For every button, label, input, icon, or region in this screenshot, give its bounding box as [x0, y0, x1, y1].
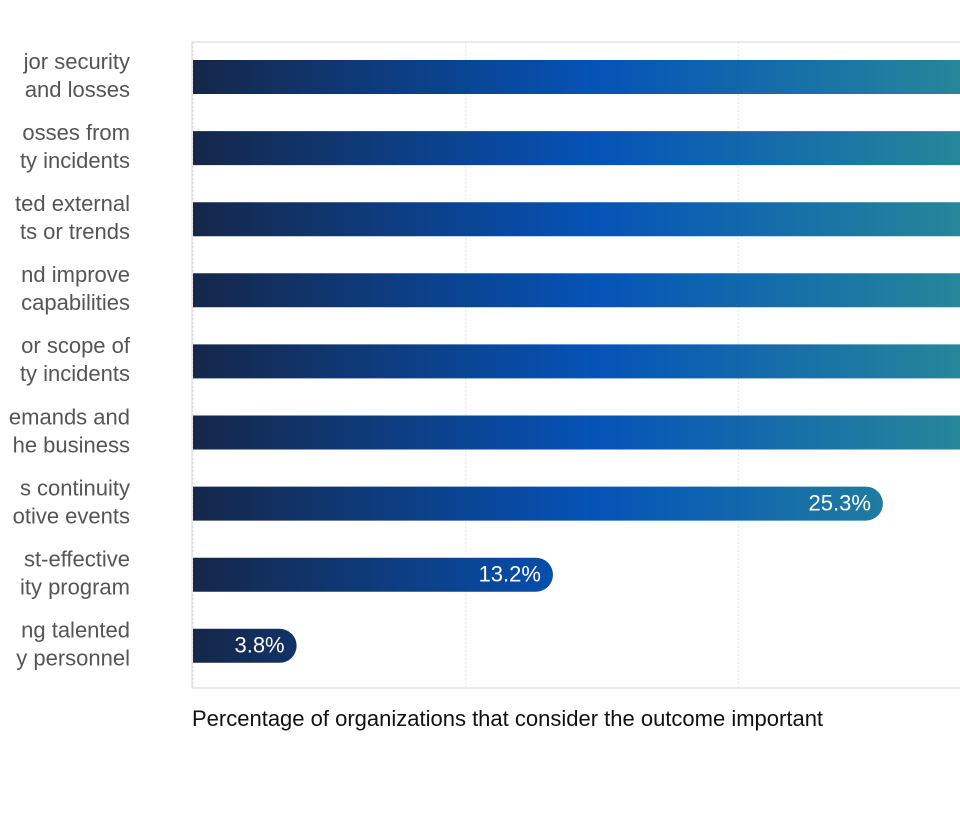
category-label: emands and [9, 404, 130, 429]
bar [193, 202, 960, 237]
bar [193, 273, 960, 308]
category-label: ty incidents [20, 361, 130, 386]
category-label: s continuity [20, 475, 130, 500]
category-label: and losses [25, 77, 130, 102]
bar [193, 486, 883, 521]
value-label: 25.3% [809, 490, 871, 515]
bar [193, 344, 960, 379]
bar [193, 628, 297, 663]
value-label: 3.8% [234, 633, 284, 658]
category-label: ted external [15, 191, 130, 216]
category-label: nd improve [21, 262, 130, 287]
bar [193, 60, 960, 94]
bar [193, 557, 553, 592]
category-label: st-effective [24, 547, 130, 572]
category-label: otive events [13, 503, 130, 528]
category-label: or scope of [21, 333, 131, 358]
category-label: capabilities [21, 290, 130, 315]
category-label: y personnel [16, 646, 130, 671]
category-label: ng talented [21, 618, 130, 643]
bar [193, 131, 960, 166]
x-axis-title: Percentage of organizations that conside… [192, 706, 823, 731]
category-label: ts or trends [20, 219, 130, 244]
category-label: jor security [23, 49, 130, 74]
plot-frame [191, 41, 960, 689]
category-label: osses from [22, 120, 130, 145]
category-label: ty incidents [20, 148, 130, 173]
category-label: he business [13, 432, 130, 457]
value-label: 13.2% [479, 562, 541, 587]
category-label: ity program [20, 575, 130, 600]
bar [193, 415, 960, 450]
